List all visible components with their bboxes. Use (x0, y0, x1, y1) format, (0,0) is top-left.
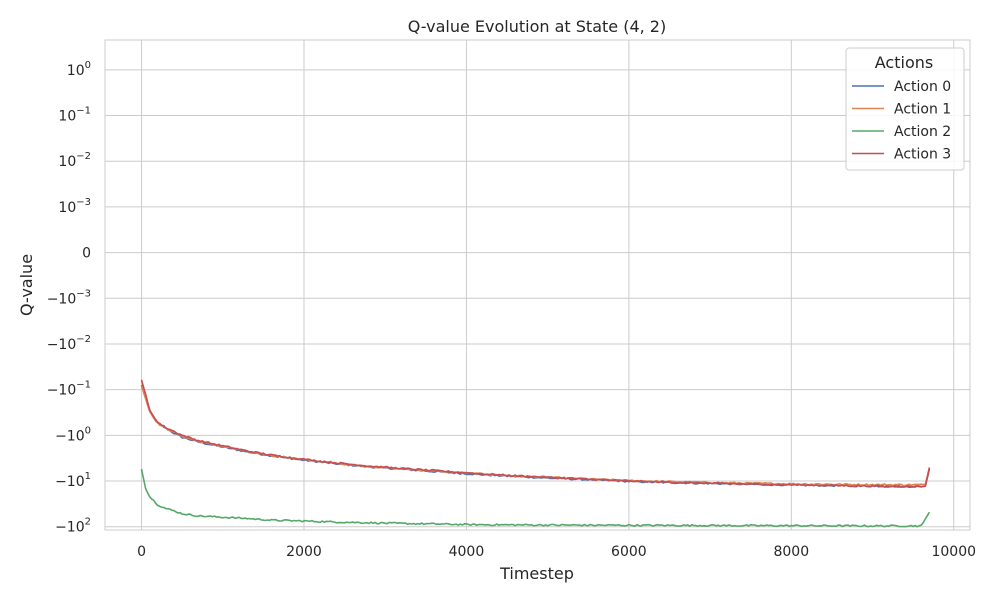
y-tick-label: 10−3 (58, 197, 91, 216)
legend-entry: Action 1 (894, 102, 951, 118)
plot-area (104, 39, 971, 531)
x-tick-label: 10000 (931, 544, 976, 560)
y-tick-label: −10−3 (47, 288, 91, 307)
y-tick-label: 10−2 (58, 151, 91, 170)
y-tick-label: 0 (82, 246, 91, 262)
y-tick-label: −10−1 (47, 380, 91, 399)
legend-entry: Action 3 (894, 147, 951, 163)
y-tick-label: −10−2 (47, 334, 91, 353)
legend-title: Actions (875, 53, 933, 72)
series-line-action-1 (140, 385, 931, 487)
chart-title: Q-value Evolution at State (4, 2) (408, 17, 666, 36)
x-tick-label: 0 (137, 544, 146, 560)
x-tick-label: 4000 (449, 544, 485, 560)
x-ticks: 0 2000 4000 6000 8000 10000 (137, 544, 976, 560)
x-tick-label: 6000 (611, 544, 647, 560)
legend-box (845, 47, 965, 171)
series-line-action-2 (140, 468, 931, 528)
series-layer (140, 379, 931, 528)
series-line-action-3 (140, 379, 931, 488)
y-tick-label: −100 (55, 425, 91, 444)
y-tick-label: 10−1 (58, 106, 91, 125)
y-tick-label: −101 (55, 471, 91, 490)
x-tick-label: 8000 (773, 544, 809, 560)
x-tick-label: 2000 (286, 544, 322, 560)
y-tick-label: −102 (55, 517, 91, 536)
x-axis-label: Timestep (499, 564, 574, 583)
legend-entry: Action 2 (894, 124, 951, 140)
y-ticks: 100 10−1 10−2 10−3 0 −10−3 −10−2 −10−1 −100 −101 −… (47, 60, 91, 536)
y-axis-label: Q-value (17, 254, 36, 316)
legend: Actions Action 0 Action 1 Action 2 Action 3 (845, 47, 965, 171)
legend-entry: Action 0 (894, 79, 951, 95)
y-tick-label: 100 (67, 60, 91, 79)
